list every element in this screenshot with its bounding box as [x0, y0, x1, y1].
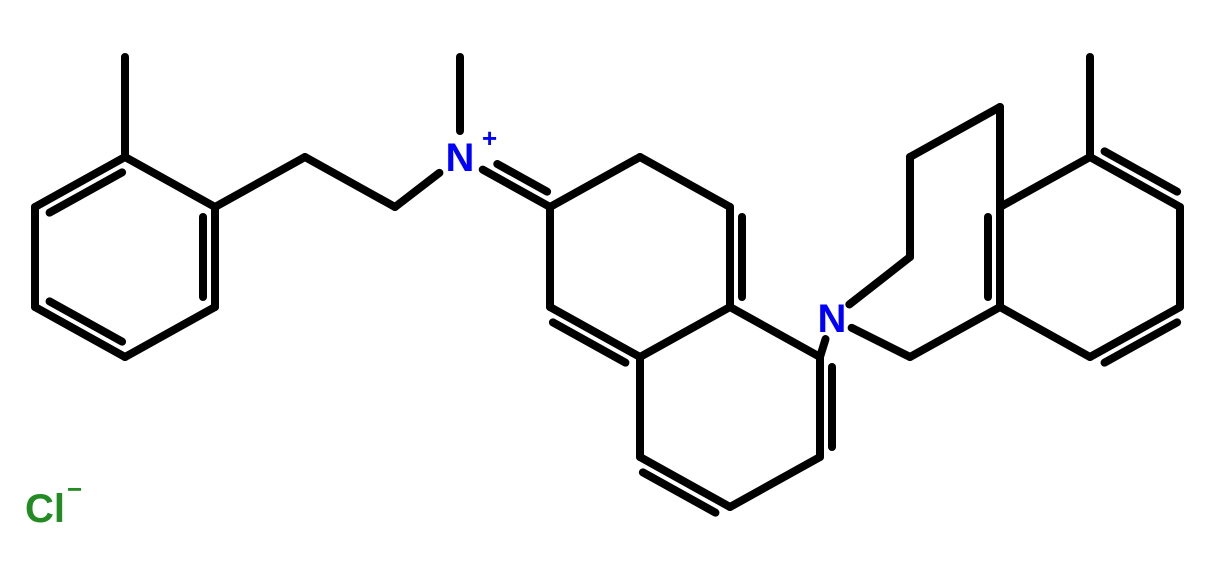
- bond: [550, 157, 640, 207]
- bond: [910, 307, 1000, 357]
- atom-charge: +: [482, 123, 497, 153]
- bond: [395, 173, 439, 207]
- bond: [910, 107, 1000, 157]
- bond: [215, 157, 305, 207]
- bond: [1000, 157, 1090, 207]
- atom-symbol: N: [446, 136, 475, 180]
- bond: [125, 157, 215, 207]
- bond: [730, 307, 820, 357]
- bond: [640, 307, 730, 357]
- bond: [849, 257, 910, 304]
- bond: [730, 457, 820, 507]
- bond: [852, 328, 910, 357]
- atom-label-Cl_minus: Cl−: [25, 474, 82, 531]
- bond: [640, 157, 730, 207]
- atom-charge: −: [67, 474, 82, 504]
- atom-label-N: N: [818, 297, 847, 341]
- atom-symbol: N: [818, 297, 847, 341]
- bond: [820, 339, 826, 357]
- bond: [1000, 307, 1090, 357]
- bond: [305, 157, 395, 207]
- atom-symbol: Cl: [25, 487, 65, 531]
- bond: [125, 307, 215, 357]
- molecule-diagram: N+NCl−: [0, 0, 1216, 573]
